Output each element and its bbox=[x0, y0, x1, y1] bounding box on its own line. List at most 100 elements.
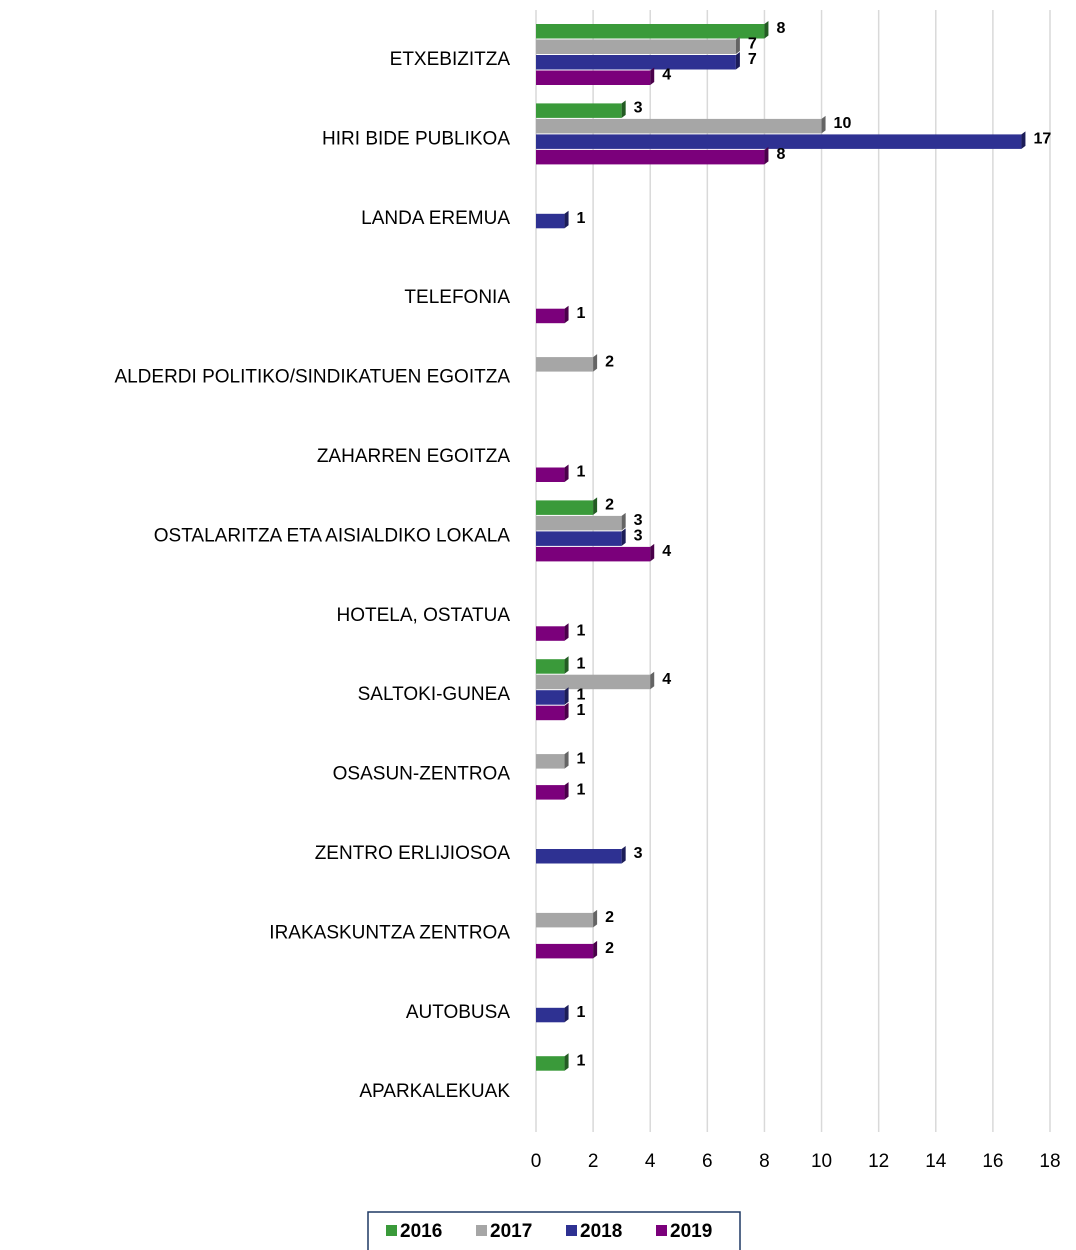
bar-face bbox=[536, 705, 565, 721]
bar bbox=[536, 543, 655, 562]
bar bbox=[536, 36, 740, 54]
bar bbox=[536, 940, 598, 959]
bar-side bbox=[564, 1004, 569, 1023]
y-tick-label: OSASUN-ZENTROA bbox=[333, 764, 511, 785]
bar bbox=[536, 512, 626, 531]
value-label: 7 bbox=[748, 36, 757, 53]
y-tick-label: IRAKASKUNTZA ZENTROA bbox=[269, 922, 510, 943]
value-label: 7 bbox=[748, 51, 757, 68]
legend-swatch bbox=[566, 1225, 577, 1236]
value-label: 1 bbox=[577, 1052, 586, 1069]
bar-side bbox=[593, 354, 598, 372]
bar-face bbox=[536, 674, 651, 690]
bar bbox=[536, 846, 626, 864]
x-tick-label: 18 bbox=[1039, 1151, 1060, 1172]
bar-side bbox=[650, 671, 655, 690]
x-tick-label: 12 bbox=[868, 1151, 889, 1172]
y-tick-label: HOTELA, OSTATUA bbox=[337, 605, 511, 626]
legend-swatch bbox=[476, 1225, 487, 1236]
bar-face bbox=[536, 690, 565, 705]
bar-side bbox=[764, 146, 769, 165]
bar bbox=[536, 1004, 569, 1023]
bar-face bbox=[536, 531, 622, 546]
y-tick-label: ZAHARREN EGOITZA bbox=[317, 446, 511, 467]
bar bbox=[536, 146, 769, 165]
value-label: 8 bbox=[776, 146, 785, 163]
bar-side bbox=[764, 21, 769, 39]
x-tick-label: 0 bbox=[531, 1151, 542, 1172]
bar bbox=[536, 671, 655, 690]
bar-side bbox=[650, 67, 655, 85]
value-label: 1 bbox=[577, 750, 586, 767]
x-tick-label: 6 bbox=[702, 1151, 713, 1172]
bar-side bbox=[564, 210, 569, 229]
legend-label: 2016 bbox=[400, 1221, 442, 1242]
value-label: 1 bbox=[577, 686, 586, 703]
x-tick-label: 16 bbox=[982, 1151, 1003, 1172]
bar-face bbox=[536, 1056, 565, 1071]
y-tick-label: HIRI BIDE PUBLIKOA bbox=[322, 128, 510, 149]
bar-side bbox=[564, 702, 569, 721]
bar-face bbox=[536, 1007, 565, 1023]
bar-side bbox=[593, 909, 598, 928]
bar bbox=[536, 1053, 569, 1071]
value-label: 1 bbox=[577, 1004, 586, 1021]
bar-face bbox=[536, 308, 565, 324]
bar-face bbox=[536, 39, 736, 54]
bar-side bbox=[564, 751, 569, 769]
bar-side bbox=[564, 656, 569, 674]
legend-box bbox=[367, 1211, 741, 1250]
value-label: 2 bbox=[605, 353, 614, 370]
bar-side bbox=[564, 464, 569, 482]
value-label: 1 bbox=[577, 210, 586, 227]
bar bbox=[536, 751, 569, 769]
bar-side bbox=[564, 687, 569, 705]
bar bbox=[536, 21, 769, 39]
value-label: 1 bbox=[577, 702, 586, 719]
y-tick-label: SALTOKI-GUNEA bbox=[358, 684, 511, 705]
value-label: 2 bbox=[605, 909, 614, 926]
legend-swatch bbox=[386, 1225, 397, 1236]
legend-label: 2017 bbox=[490, 1221, 532, 1242]
bar bbox=[536, 464, 569, 482]
bar-side bbox=[593, 940, 598, 959]
bar-face bbox=[536, 467, 565, 482]
value-label: 3 bbox=[634, 528, 643, 545]
bar bbox=[536, 702, 569, 721]
bar-face bbox=[536, 754, 565, 769]
bar-face bbox=[536, 134, 1022, 149]
x-tick-label: 8 bbox=[759, 1151, 770, 1172]
bar-face bbox=[536, 546, 651, 562]
value-label: 17 bbox=[1033, 131, 1051, 148]
bar-side bbox=[735, 36, 740, 54]
bar-side bbox=[735, 52, 740, 70]
value-label: 4 bbox=[662, 543, 671, 560]
value-label: 3 bbox=[634, 100, 643, 117]
y-tick-label: ZENTRO ERLIJIOSOA bbox=[315, 843, 511, 864]
x-tick-label: 2 bbox=[588, 1151, 599, 1172]
legend-label: 2018 bbox=[580, 1221, 622, 1242]
bar-side bbox=[650, 543, 655, 562]
bar-side bbox=[621, 100, 626, 118]
bar-side bbox=[564, 305, 569, 324]
legend-swatch bbox=[656, 1225, 667, 1236]
value-label: 1 bbox=[577, 464, 586, 481]
value-label: 4 bbox=[662, 671, 671, 688]
bar bbox=[536, 909, 598, 928]
bar bbox=[536, 528, 626, 546]
bar-face bbox=[536, 213, 565, 229]
value-label: 2 bbox=[605, 940, 614, 957]
y-tick-label: TELEFONIA bbox=[404, 287, 510, 308]
bar-face bbox=[536, 912, 594, 928]
bar-face bbox=[536, 943, 594, 959]
bar-side bbox=[593, 497, 598, 515]
bar bbox=[536, 131, 1026, 149]
y-tick-label: OSTALARITZA ETA AISIALDIKO LOKALA bbox=[154, 525, 511, 546]
x-tick-label: 4 bbox=[645, 1151, 656, 1172]
x-tick-label: 14 bbox=[925, 1151, 947, 1172]
y-tick-label: APARKALEKUAK bbox=[359, 1081, 510, 1102]
bar bbox=[536, 354, 598, 372]
bar-side bbox=[621, 846, 626, 864]
bar-face bbox=[536, 70, 651, 85]
